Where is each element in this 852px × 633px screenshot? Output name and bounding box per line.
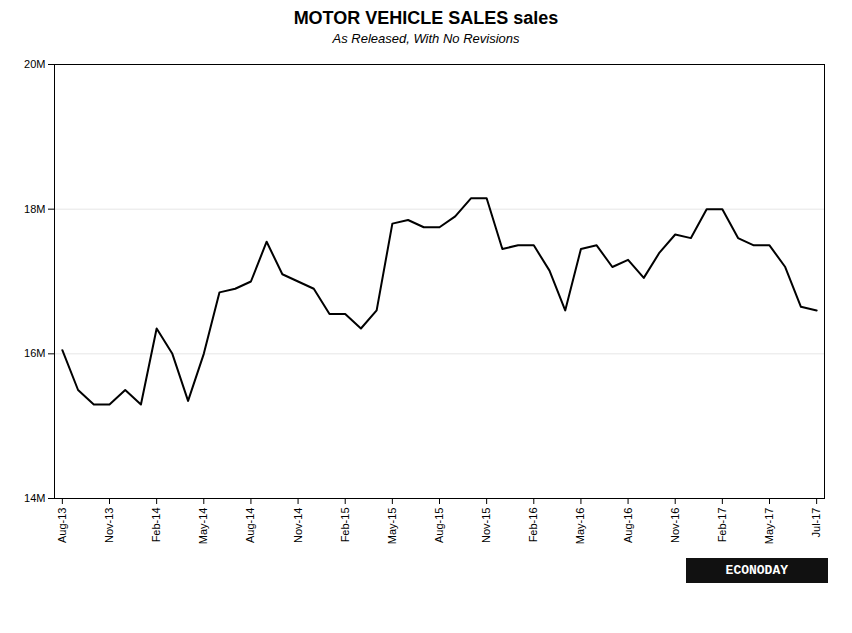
svg-text:Aug-16: Aug-16 <box>622 508 634 543</box>
html-text:As Released, With No Revisions: As Released, With No Revisions <box>332 31 520 46</box>
svg-text:Jul-17: Jul-17 <box>810 508 822 538</box>
svg-text:16M: 16M <box>24 347 45 359</box>
svg-text:Aug-15: Aug-15 <box>433 508 445 543</box>
svg-text:18M: 18M <box>24 203 45 215</box>
svg-text:Feb-17: Feb-17 <box>716 508 728 543</box>
html-text:ECONODAY: ECONODAY <box>725 563 788 578</box>
html-text:MOTOR VEHICLE SALES sales: MOTOR VEHICLE SALES sales <box>293 8 559 28</box>
svg-text:20M: 20M <box>24 58 45 70</box>
svg-text:May-15: May-15 <box>386 508 398 545</box>
svg-text:Nov-15: Nov-15 <box>480 508 492 543</box>
svg-text:Feb-14: Feb-14 <box>150 508 162 543</box>
svg-text:May-17: May-17 <box>763 508 775 545</box>
svg-text:Nov-14: Nov-14 <box>292 508 304 543</box>
svg-text:Feb-15: Feb-15 <box>339 508 351 543</box>
svg-text:Aug-14: Aug-14 <box>244 508 256 543</box>
svg-text:Feb-16: Feb-16 <box>527 508 539 543</box>
svg-text:Aug-13: Aug-13 <box>56 508 68 543</box>
svg-text:May-14: May-14 <box>197 508 209 545</box>
svg-text:Nov-13: Nov-13 <box>103 508 115 543</box>
svg-text:14M: 14M <box>24 492 45 504</box>
svg-text:May-16: May-16 <box>574 508 586 545</box>
svg-text:Nov-16: Nov-16 <box>669 508 681 543</box>
